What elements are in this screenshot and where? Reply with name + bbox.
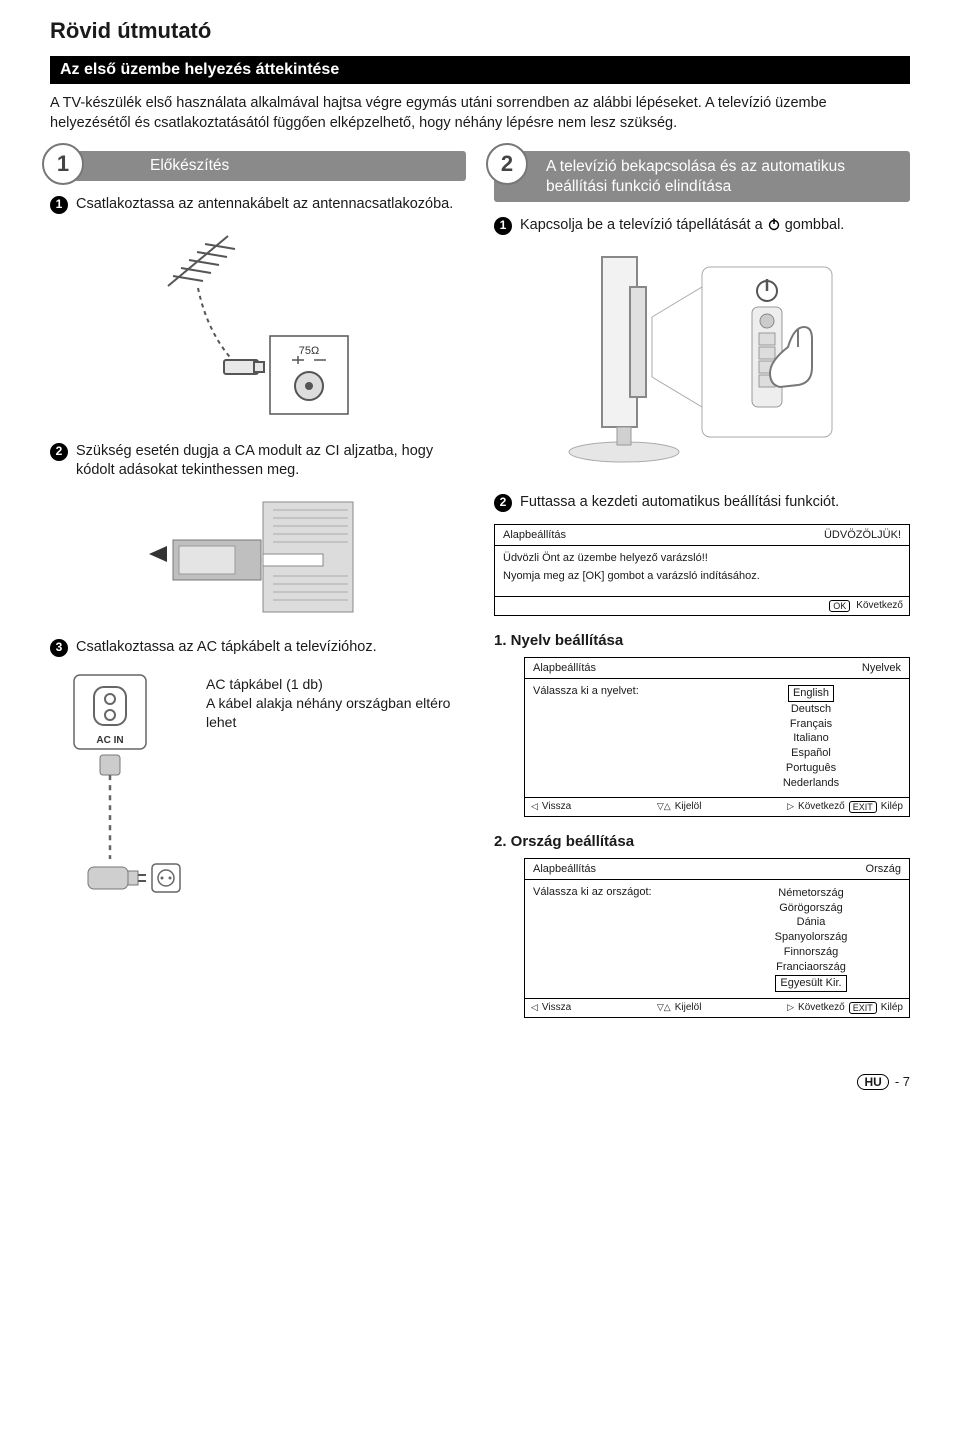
tri-left-icon: ◁ bbox=[531, 1002, 538, 1013]
step-1-badge: 1 bbox=[42, 143, 84, 185]
osd3-item-3: Spanyolország bbox=[721, 930, 901, 945]
lang-badge: HU bbox=[857, 1074, 888, 1090]
osd3-item-4: Finnország bbox=[721, 945, 901, 960]
osd2-item-5: Português bbox=[721, 761, 901, 776]
osd2-item-0: English bbox=[788, 685, 834, 702]
osd3-back: Vissza bbox=[542, 1002, 571, 1013]
page-number: - 7 bbox=[895, 1074, 910, 1089]
power-icon bbox=[767, 217, 781, 231]
osd2-head-l: Alapbeállítás bbox=[533, 662, 596, 674]
osd3-head-l: Alapbeállítás bbox=[533, 863, 596, 875]
osd-country: Alapbeállítás Ország Válassza ki az orsz… bbox=[524, 858, 910, 1018]
osd3-item-1: Görögország bbox=[721, 901, 901, 916]
osd2-sel: Kijelöl bbox=[675, 801, 702, 812]
sub-heading-country: 2. Ország beállítása bbox=[494, 833, 910, 850]
osd3-exit: EXIT bbox=[849, 1002, 877, 1014]
osd3-item-6: Egyesült Kir. bbox=[775, 975, 846, 992]
osd1-line2: Nyomja meg az [OK] gombot a varázsló ind… bbox=[503, 570, 901, 582]
page-footer: HU - 7 bbox=[50, 1074, 910, 1090]
osd3-items: Németország Görögország Dánia Spanyolors… bbox=[721, 886, 901, 992]
bullet-2-text: Szükség esetén dugja a CA modult az CI a… bbox=[76, 442, 466, 480]
osd2-item-3: Italiano bbox=[721, 731, 901, 746]
ac-illustration: AC IN bbox=[50, 669, 190, 934]
tri-left-icon: ◁ bbox=[531, 801, 538, 812]
step-1-title-text: Előkészítés bbox=[150, 157, 229, 175]
column-right: 2 A televízió bekapcsolása és az automat… bbox=[494, 151, 910, 1034]
section-bar: Az első üzembe helyezés áttekintése bbox=[50, 56, 910, 84]
osd2-head-r: Nyelvek bbox=[862, 662, 901, 674]
osd2-exit2: Kilép bbox=[881, 801, 903, 812]
step-2-title: A televízió bekapcsolása és az automatik… bbox=[494, 151, 910, 202]
svg-text:AC IN: AC IN bbox=[96, 735, 123, 746]
bullet-1-num: 1 bbox=[50, 196, 68, 214]
osd3-prompt: Válassza ki az országot: bbox=[533, 886, 713, 992]
coax-label: 75Ω bbox=[299, 345, 319, 357]
osd3-sel: Kijelöl bbox=[675, 1002, 702, 1013]
tri-updown-icon: ▽△ bbox=[657, 1002, 671, 1013]
osd2-item-4: Español bbox=[721, 746, 901, 761]
ac-caption: AC tápkábel (1 db) A kábel alakja néhány… bbox=[206, 669, 466, 732]
antenna-illustration: 75Ω bbox=[50, 226, 466, 426]
osd2-next: Következő bbox=[798, 801, 845, 812]
r-b1-post: gombbal. bbox=[785, 217, 845, 233]
osd1-ok: OK bbox=[829, 600, 850, 612]
osd2-item-6: Nederlands bbox=[721, 776, 901, 791]
bullet-1-text: Csatlakoztassa az antennakábelt az anten… bbox=[76, 195, 453, 214]
osd2-exit: EXIT bbox=[849, 801, 877, 813]
osd2-items: English Deutsch Français Italiano Españo… bbox=[721, 685, 901, 791]
r-bullet-1-text: Kapcsolja be a televízió tápellátását a … bbox=[520, 216, 844, 235]
r-b1-pre: Kapcsolja be a televízió tápellátását a bbox=[520, 217, 767, 233]
osd2-prompt: Válassza ki a nyelvet: bbox=[533, 685, 713, 791]
intro-text: A TV-készülék első használata alkalmával… bbox=[50, 94, 910, 133]
osd3-exit2: Kilép bbox=[881, 1002, 903, 1013]
step-2-title-text: A televízió bekapcsolása és az automatik… bbox=[546, 157, 900, 196]
tri-right-icon: ▷ bbox=[787, 801, 794, 812]
tri-right-icon: ▷ bbox=[787, 1002, 794, 1013]
osd3-item-2: Dánia bbox=[721, 915, 901, 930]
osd2-item-2: Français bbox=[721, 717, 901, 732]
osd1-head-r: ÜDVÖZÖLJÜK! bbox=[824, 529, 901, 541]
osd3-next: Következő bbox=[798, 1002, 845, 1013]
tri-updown-icon: ▽△ bbox=[657, 801, 671, 812]
step-2-badge: 2 bbox=[486, 143, 528, 185]
bullet-2-num: 2 bbox=[50, 443, 68, 461]
bullet-3-num: 3 bbox=[50, 639, 68, 657]
column-left: 1 Előkészítés 1 Csatlakoztassa az antenn… bbox=[50, 151, 466, 1034]
osd1-head-l: Alapbeállítás bbox=[503, 529, 566, 541]
r-bullet-1-num: 1 bbox=[494, 217, 512, 235]
r-bullet-2-text: Futtassa a kezdeti automatikus beállítás… bbox=[520, 493, 839, 512]
osd3-item-5: Franciaország bbox=[721, 960, 901, 975]
osd-language: Alapbeállítás Nyelvek Válassza ki a nyel… bbox=[524, 657, 910, 817]
tv-power-illustration bbox=[494, 247, 910, 477]
osd3-head-r: Ország bbox=[866, 863, 901, 875]
osd2-item-1: Deutsch bbox=[721, 702, 901, 717]
r-bullet-2-num: 2 bbox=[494, 494, 512, 512]
osd1-line1: Üdvözli Önt az üzembe helyező varázsló!! bbox=[503, 552, 901, 564]
osd-welcome: Alapbeállítás ÜDVÖZÖLJÜK! Üdvözli Önt az… bbox=[494, 524, 910, 616]
step-1-title: Előkészítés bbox=[50, 151, 466, 181]
page-title: Rövid útmutató bbox=[50, 18, 910, 44]
ci-module-illustration bbox=[50, 492, 466, 622]
sub-heading-lang: 1. Nyelv beállítása bbox=[494, 632, 910, 649]
osd3-item-0: Németország bbox=[721, 886, 901, 901]
osd1-next: Következő bbox=[856, 600, 903, 611]
bullet-3-text: Csatlakoztassa az AC tápkábelt a televíz… bbox=[76, 638, 377, 657]
osd2-back: Vissza bbox=[542, 801, 571, 812]
